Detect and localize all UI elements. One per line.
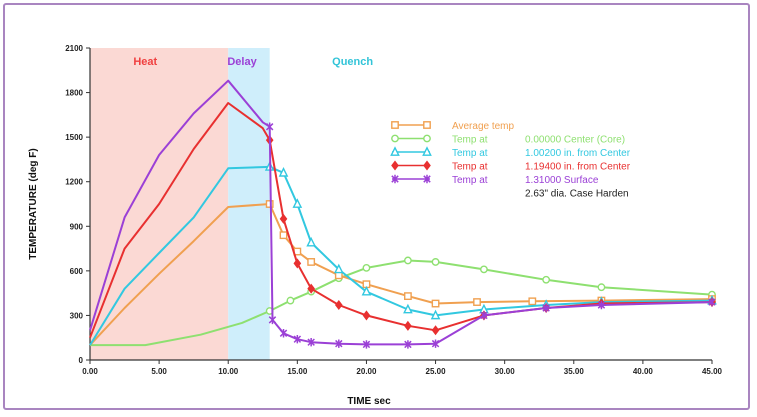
y-tick-label: 0	[79, 356, 84, 365]
data-point	[423, 121, 431, 129]
data-point	[404, 292, 412, 301]
data-point	[334, 300, 343, 311]
data-point	[431, 325, 440, 336]
y-tick-label: 900	[70, 222, 84, 231]
data-point	[293, 258, 302, 269]
y-tick-label: 1200	[65, 178, 83, 187]
x-tick-label: 40.00	[633, 367, 654, 376]
data-point	[542, 303, 550, 313]
data-point	[265, 122, 274, 131]
legend: Average temp Temp at 0.00000 Center (Core)…	[390, 121, 631, 200]
x-tick-label: 25.00	[426, 367, 447, 376]
data-point	[480, 265, 488, 274]
data-point	[597, 300, 606, 310]
y-tick-label: 600	[70, 267, 84, 276]
data-point	[362, 263, 371, 272]
data-point	[708, 297, 716, 307]
data-point	[307, 258, 316, 266]
legend-prefix: Temp at	[452, 135, 488, 146]
legend-label: 1.00200 in. from Center	[525, 148, 631, 159]
data-point	[391, 134, 399, 143]
data-point	[361, 285, 372, 296]
data-point	[431, 299, 440, 308]
y-tick-label: 1500	[65, 133, 83, 142]
data-point	[404, 320, 412, 331]
phase-label-heat: Heat	[133, 56, 157, 68]
labels: TIME sec TEMPERATURE (deg F) 0 300 600 900 1…	[28, 44, 723, 407]
data-point	[391, 174, 399, 184]
data-point	[279, 231, 288, 240]
data-point	[307, 337, 315, 347]
x-tick-label: 15.00	[287, 367, 308, 376]
data-point	[390, 146, 400, 156]
phase-label-delay: Delay	[227, 56, 257, 68]
data-point	[404, 256, 412, 265]
legend-prefix: Temp at	[452, 175, 488, 186]
data-point	[307, 283, 315, 294]
x-axis-title: TIME sec	[347, 396, 391, 407]
data-point	[480, 311, 488, 320]
data-point	[293, 335, 302, 344]
data-point	[430, 309, 441, 320]
data-point	[362, 340, 371, 349]
data-point	[335, 339, 343, 348]
legend-note: 2.63" dia. Case Harden	[525, 189, 629, 200]
data-point	[422, 146, 432, 156]
legend-prefix: Temp at	[452, 148, 488, 159]
x-tick-label: 0.00	[82, 367, 98, 376]
data-point	[362, 310, 371, 321]
y-tick-label: 1800	[65, 89, 83, 98]
data-point	[403, 303, 413, 314]
data-point	[279, 213, 288, 224]
data-point	[528, 297, 537, 306]
data-point	[423, 160, 431, 171]
data-point	[268, 315, 277, 325]
data-point	[542, 275, 551, 284]
data-point	[473, 298, 481, 306]
legend-label: 1.19400 in. from Center	[525, 162, 631, 173]
data-point	[431, 339, 440, 348]
y-axis-title: TEMPERATURE (deg F)	[28, 148, 39, 259]
data-point	[391, 160, 399, 171]
phase-label-quench: Quench	[332, 56, 373, 68]
x-tick-label: 45.00	[702, 367, 723, 376]
data-point	[279, 329, 288, 338]
legend-label: 1.31000 Surface	[525, 175, 599, 186]
y-tick-label: 2100	[65, 44, 83, 53]
data-point	[292, 198, 303, 208]
data-point	[423, 174, 431, 184]
x-tick-label: 10.00	[218, 367, 239, 376]
data-point	[306, 236, 316, 247]
legend-label: Average temp	[452, 121, 515, 132]
data-point	[286, 296, 295, 305]
x-tick-label: 30.00	[495, 367, 516, 376]
data-point	[597, 283, 606, 292]
y-tick-label: 300	[70, 311, 84, 320]
data-point	[333, 263, 344, 274]
data-point	[391, 121, 399, 129]
axes	[86, 47, 713, 364]
data-point	[423, 134, 431, 143]
x-tick-label: 5.00	[151, 367, 167, 376]
data-point	[278, 167, 289, 177]
phase-regions	[90, 48, 270, 360]
series-lines	[89, 79, 717, 349]
data-point	[265, 200, 274, 208]
legend-prefix: Temp at	[452, 162, 488, 173]
data-point	[404, 340, 412, 349]
legend-label: 0.00000 Center (Core)	[525, 135, 625, 146]
x-tick-label: 20.00	[356, 367, 377, 376]
data-point	[431, 258, 440, 266]
x-tick-label: 35.00	[564, 367, 585, 376]
